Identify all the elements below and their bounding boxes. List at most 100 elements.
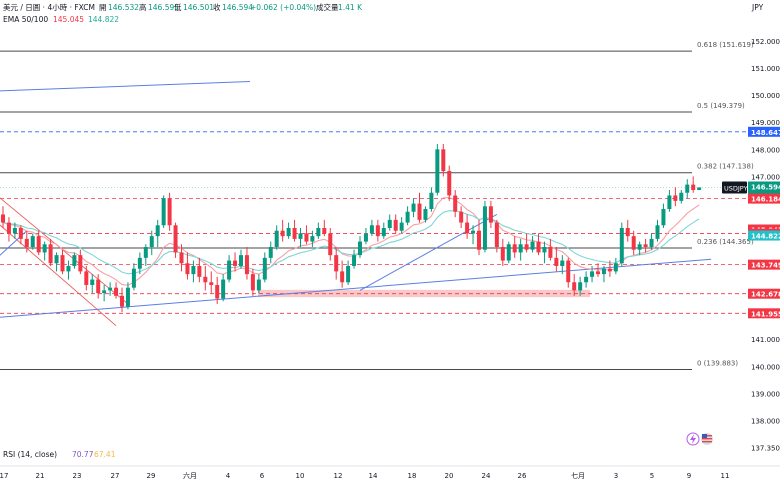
fib-level-label: 0.236 (144.365) — [697, 238, 754, 246]
y-tick-label: 152.000 — [751, 38, 780, 46]
candle-up — [685, 184, 690, 193]
candle-down — [215, 284, 220, 299]
x-tick-label: 10 — [296, 472, 305, 480]
candle-down — [24, 238, 29, 247]
candle-up — [30, 236, 35, 247]
candle-up — [125, 287, 130, 307]
low-label: 低 — [174, 2, 182, 12]
candle-up — [191, 265, 196, 275]
x-tick-label: 六月 — [183, 471, 197, 480]
close-value: 146.594 — [222, 3, 253, 12]
candle-down — [48, 244, 53, 264]
short-uptrend-line — [359, 214, 498, 291]
candle-up — [72, 255, 77, 266]
y-tick-label: 151.000 — [751, 65, 780, 73]
y-tick-label: 137.350 — [751, 445, 780, 453]
candle-down — [607, 268, 612, 272]
candle-up — [601, 268, 606, 275]
volume-label: 成交量 — [316, 2, 339, 12]
y-tick-label: 150.000 — [751, 92, 780, 100]
us-flag-icon[interactable] — [701, 433, 713, 445]
candle-down — [334, 255, 339, 272]
price-tag — [748, 288, 780, 299]
candle-up — [239, 255, 243, 266]
x-tick-label: 七月 — [571, 471, 585, 480]
candle-up — [482, 206, 487, 250]
x-tick-label: 20 — [445, 472, 454, 480]
candle-down — [524, 244, 529, 250]
candle-up — [655, 225, 660, 239]
candle-up — [66, 265, 71, 272]
candle-up — [221, 279, 226, 299]
candle-down — [643, 244, 648, 247]
x-tick-label: 27 — [111, 472, 120, 480]
candle-up — [108, 287, 113, 291]
candle-up — [423, 209, 428, 220]
candle-up — [352, 255, 357, 266]
x-tick-label: 29 — [147, 472, 156, 480]
x-tick-label: 11 — [721, 472, 730, 480]
price-tag-label: 144.822 — [751, 233, 780, 241]
candle-down — [673, 195, 678, 201]
candle-down — [197, 265, 202, 277]
candle-up — [613, 263, 618, 272]
x-tick-label: 3 — [614, 472, 618, 480]
candle-down — [488, 206, 493, 223]
candle-up — [102, 290, 107, 294]
ema-fast-value: 145.045 — [53, 15, 84, 24]
y-tick-label: 141.000 — [751, 336, 780, 344]
candle-down — [453, 195, 458, 212]
high-label: 高 — [139, 2, 147, 12]
fib-level-label: 0 (139.883) — [697, 360, 738, 368]
rsi-ma-value: 67.41 — [94, 450, 116, 459]
candle-up — [161, 198, 166, 226]
y-tick-label: 138.000 — [751, 418, 780, 426]
ema-100-line — [2, 210, 700, 275]
candle-down — [566, 260, 571, 283]
candle-up — [131, 268, 136, 288]
candle-down — [244, 255, 249, 275]
lightning-icon[interactable] — [686, 432, 700, 446]
candle-up — [411, 203, 416, 212]
change-value: +0.062 (+0.04%) — [250, 3, 316, 12]
x-tick-label: 5 — [650, 472, 654, 480]
candle-up — [262, 257, 267, 280]
fib-level-label: 0.382 (147.138) — [697, 163, 754, 171]
x-tick-label: 4 — [226, 472, 231, 480]
x-tick-label: 9 — [687, 472, 691, 480]
candle-down — [375, 225, 380, 237]
candle-down — [447, 171, 452, 196]
price-tag-label: 143.749 — [751, 262, 780, 270]
candle-up — [12, 228, 17, 234]
symbol-tag-label: USDJPY — [724, 184, 748, 192]
candle-down — [179, 252, 184, 264]
open-value: 146.532 — [108, 3, 139, 12]
candle-up — [363, 233, 368, 242]
candle-down — [6, 222, 11, 234]
candle-down — [477, 230, 481, 250]
candle-up — [649, 238, 654, 247]
candle-up — [405, 211, 410, 223]
candle-up — [530, 241, 535, 250]
y-tick-label: 140.000 — [751, 363, 780, 371]
candle-down — [84, 271, 89, 285]
volume-value: 1.41 K — [338, 3, 363, 12]
candle-down — [304, 233, 309, 242]
candle-down — [691, 184, 696, 191]
open-label: 開 — [99, 3, 107, 12]
candle-down — [494, 222, 499, 247]
candle-down — [322, 228, 327, 234]
candle-down — [203, 276, 208, 283]
ema-slow-value: 144.822 — [88, 15, 119, 24]
candle-down — [328, 233, 333, 256]
ema-50-line — [2, 196, 700, 286]
candle-up — [310, 236, 315, 242]
price-tag — [748, 259, 780, 270]
symbol-line: 美元 / 日圓 · 4小時 · FXCM — [3, 2, 95, 12]
candle-down — [625, 228, 630, 237]
candle-down — [233, 260, 238, 266]
x-tick-label: 23 — [73, 472, 82, 480]
candle-down — [114, 287, 119, 296]
